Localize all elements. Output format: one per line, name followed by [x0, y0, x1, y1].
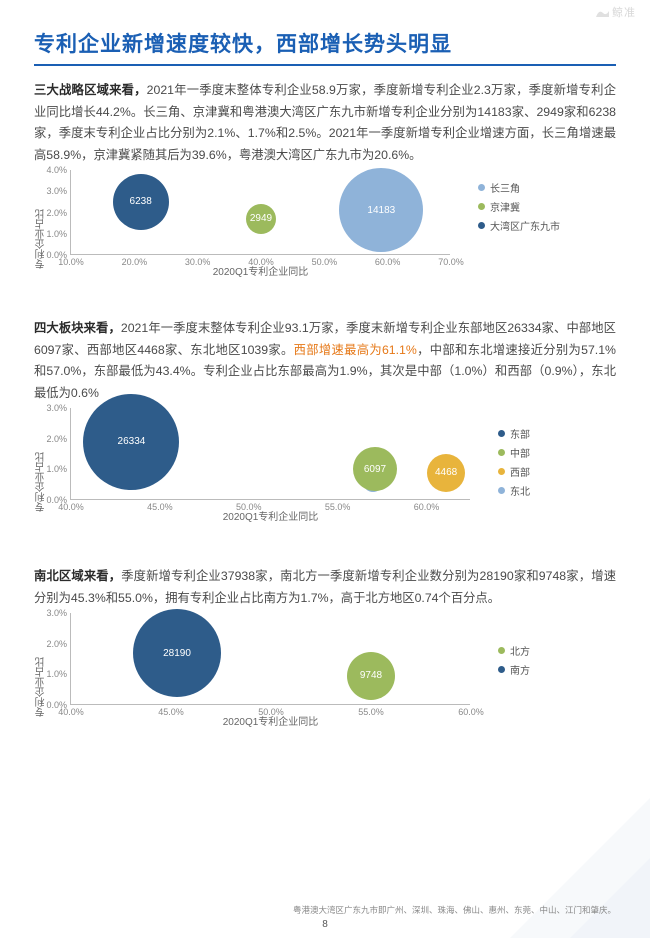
bubble-point: 28190: [133, 609, 221, 697]
x-tick: 55.0%: [325, 499, 351, 512]
legend-item: 大湾区广东九市: [478, 218, 560, 233]
y-tick: 1.0%: [46, 229, 71, 239]
y-tick: 3.0%: [46, 186, 71, 196]
chart-legend: 北方南方: [498, 643, 530, 681]
bubble-point: 26334: [83, 394, 179, 490]
x-tick: 40.0%: [58, 704, 84, 717]
x-tick: 45.0%: [158, 704, 184, 717]
x-axis-label: 2020Q1专利企业同比: [223, 508, 319, 523]
section3-para: 南北区域来看，季度新增专利企业37938家，南北方一季度新增专利企业数分别为28…: [34, 566, 616, 609]
legend-item: 京津冀: [478, 199, 560, 214]
bubble-point: 2949: [246, 204, 276, 234]
watermark-logo: 鲸准: [594, 4, 636, 20]
legend-item: 南方: [498, 662, 530, 677]
x-axis-label: 2020Q1专利企业同比: [223, 713, 319, 728]
y-tick: 3.0%: [46, 403, 71, 413]
chart2-wrap: 专利企业占比0.0%1.0%2.0%3.0%40.0%45.0%50.0%55.…: [42, 408, 582, 556]
x-tick: 30.0%: [185, 254, 211, 267]
bubble-point: 9748: [347, 652, 395, 700]
footnote: 粤港澳大湾区广东九市即广州、深圳、珠海、佛山、惠州、东莞、中山、江门和肇庆。: [293, 904, 616, 916]
bubble-point: 6097: [353, 447, 397, 491]
x-tick: 50.0%: [312, 254, 338, 267]
page-number: 8: [322, 919, 328, 930]
x-tick: 70.0%: [438, 254, 464, 267]
y-tick: 2.0%: [46, 208, 71, 218]
y-axis-label: 专利企业占比: [34, 209, 49, 269]
x-tick: 55.0%: [358, 704, 384, 717]
x-axis-label: 2020Q1专利企业同比: [213, 263, 309, 278]
y-tick: 2.0%: [46, 434, 71, 444]
x-tick: 40.0%: [58, 499, 84, 512]
legend-item: 长三角: [478, 180, 560, 195]
bubble-point: 14183: [339, 168, 423, 252]
x-tick: 60.0%: [375, 254, 401, 267]
y-tick: 3.0%: [46, 608, 71, 618]
legend-item: 西部: [498, 464, 530, 479]
chart1-wrap: 专利企业占比0.0%1.0%2.0%3.0%4.0%10.0%20.0%30.0…: [42, 170, 562, 308]
legend-item: 中部: [498, 445, 530, 460]
bubble-point: 6238: [113, 174, 169, 230]
legend-item: 东部: [498, 426, 530, 441]
x-tick: 10.0%: [58, 254, 84, 267]
x-tick: 60.0%: [458, 704, 484, 717]
section1-para: 三大战略区域来看，2021年一季度末整体专利企业58.9万家，季度新增专利企业2…: [34, 80, 616, 166]
y-tick: 2.0%: [46, 639, 71, 649]
y-tick: 1.0%: [46, 464, 71, 474]
bubble-point: 4468: [427, 454, 465, 492]
x-tick: 60.0%: [414, 499, 440, 512]
legend-item: 北方: [498, 643, 530, 658]
chart-legend: 东部中部西部东北: [498, 426, 530, 502]
y-tick: 4.0%: [46, 165, 71, 175]
x-tick: 45.0%: [147, 499, 173, 512]
chart-legend: 长三角京津冀大湾区广东九市: [478, 180, 560, 237]
legend-item: 东北: [498, 483, 530, 498]
y-tick: 1.0%: [46, 669, 71, 679]
x-tick: 20.0%: [122, 254, 148, 267]
page-title: 专利企业新增速度较快，西部增长势头明显: [34, 28, 616, 66]
chart3-wrap: 专利企业占比0.0%1.0%2.0%3.0%40.0%45.0%50.0%55.…: [42, 613, 582, 761]
section2-para: 四大板块来看，2021年一季度末整体专利企业93.1万家，季度末新增专利企业东部…: [34, 318, 616, 404]
